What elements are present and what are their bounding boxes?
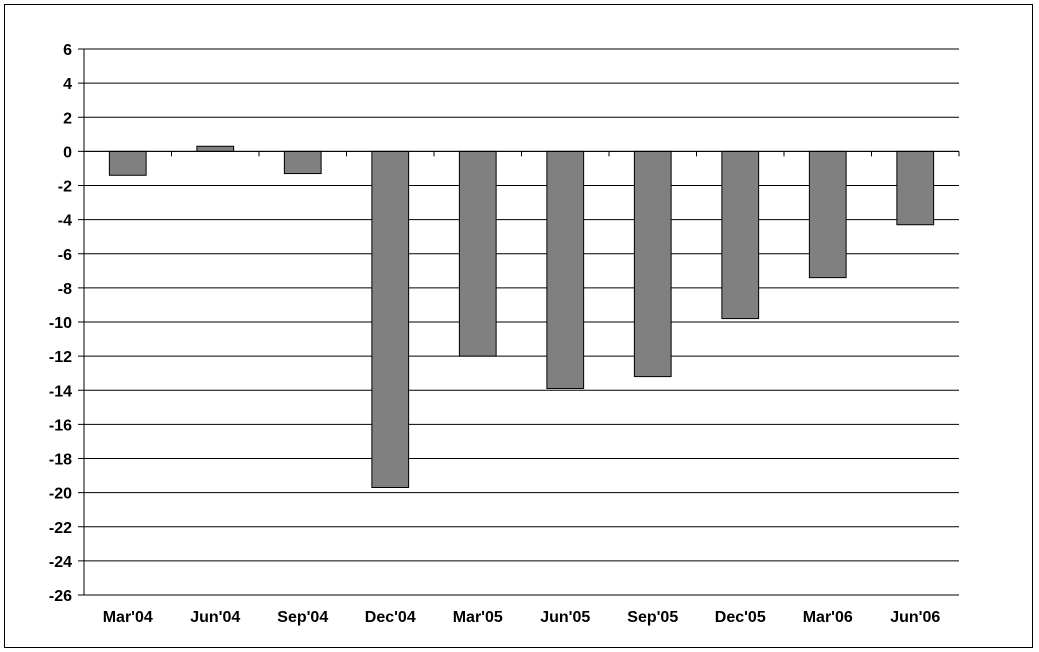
bar-mar-06 [808, 150, 847, 279]
y-tick-label: -18 [49, 452, 72, 469]
y-tick-label: -16 [49, 417, 72, 434]
x-tick-label: Dec'05 [715, 609, 766, 626]
x-tick-label: Mar'06 [803, 609, 853, 626]
bar-jun-05 [546, 150, 585, 390]
y-tick-label: -8 [58, 281, 72, 298]
bar-sep-05 [633, 150, 672, 378]
x-tick-label: Dec'04 [365, 609, 416, 626]
y-tick-label: -24 [49, 554, 72, 571]
bar-dec-04 [371, 150, 410, 489]
bar-sep-04 [283, 150, 322, 175]
y-tick-label: -14 [49, 383, 72, 400]
bar-chart: 6420-2-4-6-8-10-12-14-16-18-20-22-24-26 … [49, 42, 960, 626]
bar-jun-04 [196, 145, 235, 152]
y-tick-label: -26 [49, 588, 72, 605]
x-tick-labels: Mar'04 Jun'04 Sep'04 Dec'04 Mar'05 Jun'05 Sep'… [103, 609, 941, 626]
grid-lines [84, 48, 959, 596]
bars [108, 145, 935, 489]
y-tick-label: 2 [63, 110, 72, 127]
bar-dec-05 [721, 150, 760, 320]
y-tick-label: -4 [58, 213, 72, 230]
x-tick-label: Mar'05 [453, 609, 503, 626]
y-tick-label: -6 [58, 247, 72, 264]
x-tick-label: Jun'04 [190, 609, 240, 626]
x-tick-label: Sep'05 [627, 609, 678, 626]
y-tick-label: -2 [58, 179, 72, 196]
y-tick-labels: 6 4 2 0 -2 -4 -6 -8 -10 -12 -14 -16 -18 -20 -22 -24 -26 [49, 42, 72, 605]
y-tick-label: -20 [49, 486, 72, 503]
bar-jun-06 [896, 150, 935, 226]
y-tick-label: 4 [63, 76, 72, 93]
x-tick-label: Jun'06 [890, 609, 940, 626]
x-tick-label: Jun'05 [540, 609, 590, 626]
bar-mar-04 [108, 150, 147, 176]
x-tick-label: Sep'04 [277, 609, 328, 626]
axes [78, 48, 960, 596]
bar-mar-05 [458, 150, 497, 357]
y-tick-label: -12 [49, 349, 72, 366]
y-tick-label: 6 [63, 42, 72, 59]
y-tick-label: 0 [63, 144, 72, 161]
chart-frame: 6 4 2 0 -2 -4 -6 -8 -10 -12 -14 -16 -18 -20 -22 -24 -26 … [4, 4, 1033, 648]
y-tick-label: -22 [49, 520, 72, 537]
x-tick-label: Mar'04 [103, 609, 153, 626]
y-tick-label: -10 [49, 315, 72, 332]
